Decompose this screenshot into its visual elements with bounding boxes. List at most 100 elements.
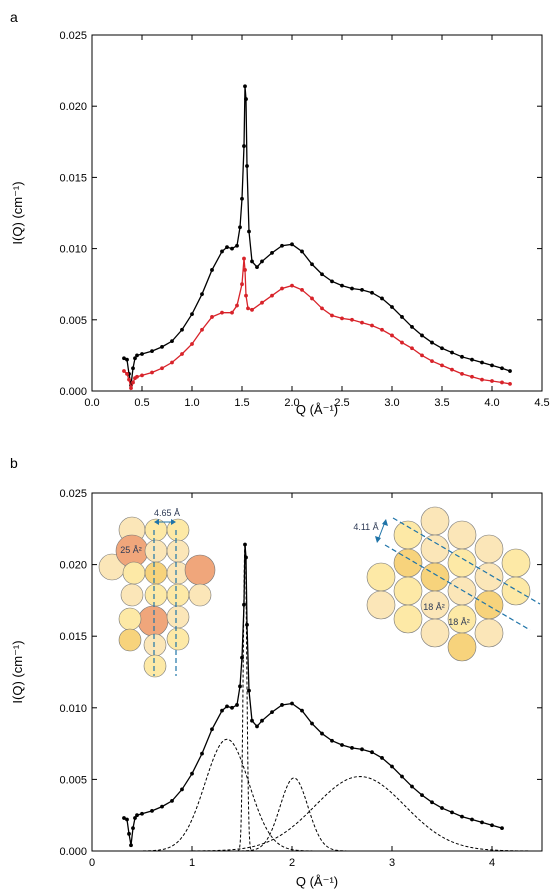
- chart-a-series-point-1: [220, 310, 224, 315]
- chart-a-series-point-1: [490, 379, 494, 383]
- chart-a-series-point-1: [420, 353, 424, 358]
- chart-b-series-point-0: [247, 688, 251, 693]
- chart-b-series-point-0: [260, 718, 264, 723]
- chart-b-y-tick-label: 0.015: [59, 631, 87, 643]
- chart-a-series-point-0: [480, 360, 484, 365]
- chart-a-series-point-0: [300, 249, 304, 254]
- packing-circle-large: [184, 554, 216, 586]
- chart-a-series-point-1: [410, 346, 414, 351]
- chart-a-series-point-0: [290, 242, 294, 247]
- chart-a-series-point-1: [320, 306, 324, 311]
- chart-b-series-point-0: [500, 826, 504, 830]
- chart-b-series-point-0: [245, 622, 249, 627]
- chart-b-series-point-0: [250, 718, 254, 723]
- chart-b-series-point-0: [430, 800, 434, 805]
- chart-b-series-point-0: [340, 743, 344, 747]
- chart-a-series-point-0: [430, 340, 434, 345]
- chart-b-fit-curves: [127, 544, 543, 852]
- chart-b-fit-curve: [157, 776, 543, 852]
- packing-circle: [420, 506, 450, 536]
- chart-b-series-point-0: [490, 823, 494, 828]
- chart-a-series-point-1: [470, 374, 474, 379]
- chart-a-series-point-0: [240, 196, 244, 201]
- chart-a-series-point-0: [180, 327, 184, 332]
- chart-a-series-point-1: [140, 373, 144, 378]
- chart-b-series-point-0: [270, 710, 274, 714]
- chart-a-series-point-0: [410, 325, 414, 329]
- chart-a-series-point-1: [310, 296, 314, 301]
- chart-b-series-point-0: [190, 771, 194, 776]
- spacing-arrowhead: [375, 536, 381, 543]
- chart-a-xlabel: Q (Å⁻¹): [296, 402, 338, 417]
- chart-a-series-point-0: [340, 283, 344, 288]
- chart-a-series-point-0: [220, 249, 224, 254]
- chart-b-series-point-0: [160, 804, 164, 809]
- chart-a-series-point-0: [170, 339, 174, 344]
- chart-a-x-tick-label: 0.5: [134, 397, 149, 409]
- chart-a-series-point-0: [238, 225, 242, 230]
- chart-b-series-point-0: [240, 655, 244, 660]
- chart-b-y-tick-label: 0.005: [59, 774, 87, 786]
- chart-b-series-point-0: [131, 826, 135, 830]
- chart-b-series-point-0: [150, 809, 154, 813]
- chart-a-series-point-1: [250, 307, 254, 312]
- chart-a-series-point-1: [240, 282, 244, 287]
- chart-b-series-point-0: [300, 708, 304, 713]
- chart-b-series-point-0: [180, 787, 184, 792]
- chart-a-series-point-0: [400, 315, 404, 319]
- packing-circle: [447, 632, 477, 662]
- chart-b-series-point-0: [129, 843, 133, 848]
- chart-a-series-point-0: [490, 363, 494, 368]
- chart-a-series-point-1: [242, 256, 246, 261]
- packing-circle: [166, 605, 190, 629]
- chart-a-series-point-0: [350, 286, 354, 291]
- chart-a-series-point-0: [245, 164, 249, 168]
- chart-b-x-tick-label: 2: [289, 857, 295, 869]
- chart-a-series-point-0: [125, 357, 129, 362]
- chart-b-series-point-0: [140, 811, 144, 816]
- chart-a-x-tick-label: 3.0: [384, 397, 399, 409]
- chart-b-series-point-0: [280, 703, 284, 707]
- chart-a-series-point-1: [190, 342, 194, 346]
- chart-b-series-point-0: [440, 806, 444, 810]
- packing-circle: [188, 583, 212, 607]
- chart-a-series-point-1: [180, 352, 184, 356]
- packing-circle: [474, 534, 504, 564]
- chart-b-series-point-0: [450, 810, 454, 815]
- chart-a-y-tick-label: 0.000: [59, 386, 87, 398]
- chart-a-series-point-1: [246, 306, 250, 311]
- chart-a-series-point-0: [210, 268, 214, 272]
- chart-a-series-point-0: [131, 366, 135, 371]
- packing-circle: [144, 583, 168, 607]
- packing-diagram-right: 4.11 Å 18 Å² 18 Å²: [353, 506, 541, 662]
- chart-b-series-point-0: [420, 793, 424, 798]
- chart-b-y-tick-label: 0.000: [59, 846, 87, 858]
- packing-circle: [474, 618, 504, 648]
- chart-b-ylabel: I(Q) (cm⁻¹): [10, 640, 25, 703]
- chart-b-series-point-0: [480, 820, 484, 825]
- chart-a-series-point-0: [122, 356, 126, 361]
- lattice-dashed-line: [392, 517, 541, 605]
- chart-b: 0 1 2 3 4 0.000 0.005 0.010 0.015 0.020 0.025 Q (Å…: [10, 488, 543, 889]
- packing-circle: [118, 628, 142, 652]
- spacing-label-left: 4.65 Å: [154, 508, 180, 518]
- packing-circle: [166, 627, 190, 651]
- chart-a-frame: [91, 34, 543, 392]
- chart-a-series-point-1: [280, 286, 284, 291]
- packing-circle: [120, 583, 144, 607]
- chart-a-series-point-0: [135, 353, 139, 358]
- packing-circle: [474, 562, 504, 592]
- packing-circle: [366, 562, 396, 592]
- chart-b-fit-curve: [231, 777, 357, 852]
- packing-circle: [447, 520, 477, 550]
- chart-a-series-point-1: [200, 327, 204, 332]
- chart-a-series-point-1: [129, 386, 133, 391]
- chart-a-series-point-1: [122, 369, 126, 373]
- chart-a-series-point-0: [320, 272, 324, 277]
- chart-a-series-point-0: [470, 357, 474, 362]
- chart-b-series-point-0: [400, 774, 404, 779]
- chart-b-series-point-0: [290, 701, 294, 706]
- spacing-arrowhead: [382, 519, 388, 526]
- chart-a-series-point-1: [230, 310, 234, 315]
